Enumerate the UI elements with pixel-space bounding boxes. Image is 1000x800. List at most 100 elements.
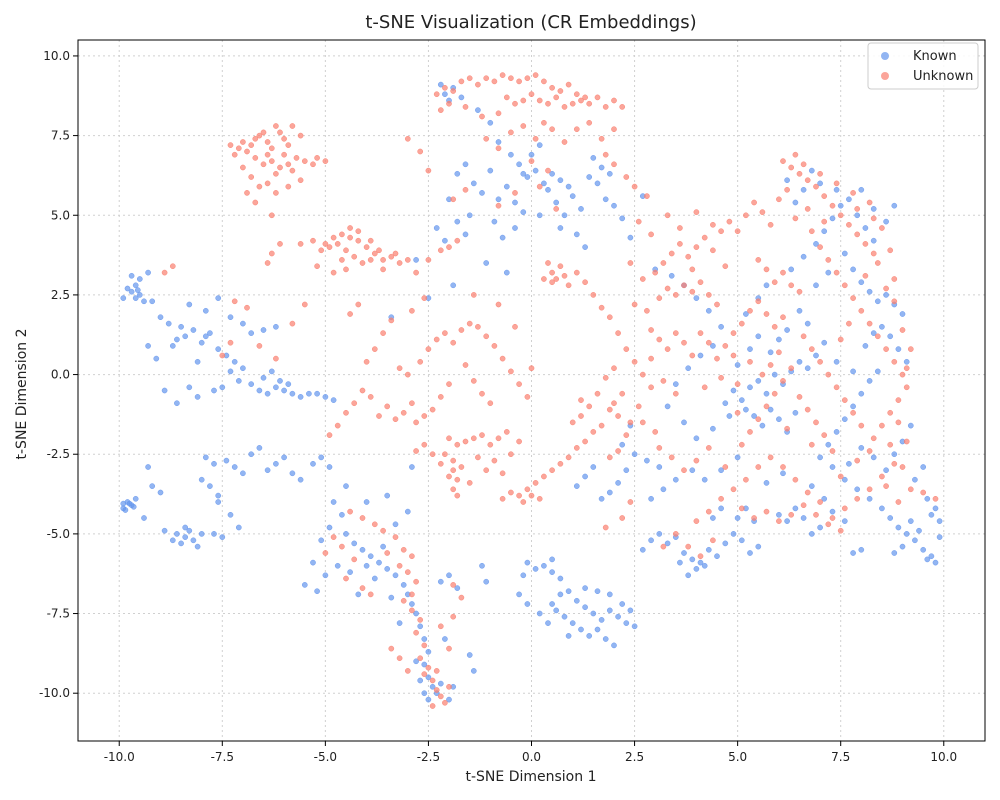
unknown-point — [252, 199, 259, 206]
unknown-point — [858, 307, 865, 314]
known-point — [648, 537, 654, 544]
known-point — [615, 613, 621, 620]
known-point — [846, 460, 852, 467]
known-point — [132, 295, 139, 301]
unknown-point — [264, 139, 271, 145]
known-point — [264, 467, 271, 474]
unknown-point — [738, 505, 745, 512]
unknown-point — [512, 323, 518, 330]
unknown-point — [285, 142, 292, 148]
known-point — [776, 336, 782, 343]
known-point — [202, 307, 209, 314]
known-point — [784, 518, 790, 524]
known-point — [677, 559, 683, 566]
unknown-point — [359, 515, 366, 521]
unknown-point — [256, 132, 263, 139]
unknown-point — [668, 250, 675, 257]
known-point — [235, 524, 242, 531]
unknown-point — [545, 167, 551, 174]
unknown-point — [808, 441, 815, 448]
unknown-point — [339, 231, 345, 238]
unknown-point — [367, 257, 374, 263]
unknown-point — [454, 476, 461, 483]
known-point — [437, 81, 444, 88]
unknown-point — [829, 448, 836, 454]
unknown-point — [425, 664, 432, 671]
unknown-point — [553, 206, 560, 212]
unknown-point — [289, 320, 296, 327]
unknown-point — [573, 126, 580, 133]
grid — [78, 40, 985, 741]
unknown-point — [425, 346, 432, 352]
unknown-point — [825, 371, 832, 378]
unknown-point — [508, 451, 514, 458]
known-point — [211, 387, 217, 394]
unknown-point — [639, 276, 646, 282]
known-point — [858, 186, 865, 193]
unknown-point — [273, 170, 279, 177]
unknown-point — [532, 135, 539, 142]
known-point — [813, 282, 819, 289]
known-point — [442, 636, 448, 642]
known-point — [442, 91, 448, 98]
known-point — [145, 269, 151, 276]
unknown-point — [388, 253, 395, 260]
known-point — [549, 569, 555, 575]
unknown-point — [392, 250, 399, 257]
unknown-point — [442, 451, 448, 458]
unknown-point — [660, 543, 667, 550]
unknown-point — [743, 476, 749, 483]
unknown-point — [442, 699, 448, 706]
known-point — [351, 540, 358, 547]
unknown-point — [495, 301, 502, 308]
unknown-point — [396, 562, 403, 569]
unknown-point — [573, 445, 580, 451]
known-point — [310, 460, 316, 467]
known-point — [503, 269, 510, 276]
unknown-point — [240, 139, 246, 145]
known-point — [297, 476, 304, 483]
unknown-point — [627, 260, 634, 266]
unknown-point — [400, 409, 407, 416]
unknown-point — [363, 244, 370, 250]
known-point — [169, 343, 176, 349]
unknown-point — [219, 352, 226, 359]
unknown-point — [776, 518, 782, 524]
known-point — [767, 406, 774, 413]
unknown-point — [227, 142, 234, 148]
unknown-point — [367, 591, 374, 598]
unknown-point — [293, 155, 300, 161]
known-point — [578, 206, 584, 212]
known-point — [376, 559, 382, 566]
known-point — [322, 394, 329, 400]
unknown-point — [755, 416, 762, 423]
unknown-point — [541, 78, 547, 85]
unknown-point — [850, 409, 856, 416]
unknown-point — [714, 355, 720, 362]
known-point — [743, 311, 749, 317]
y-tick-label: 2.5 — [51, 288, 70, 302]
unknown-point — [520, 499, 527, 505]
known-point — [248, 330, 255, 336]
known-point — [273, 323, 279, 330]
known-point — [870, 454, 877, 461]
unknown-point — [813, 419, 819, 426]
unknown-point — [442, 84, 448, 91]
known-point — [190, 537, 197, 544]
unknown-point — [363, 358, 370, 365]
unknown-point — [359, 260, 366, 266]
unknown-point — [639, 371, 646, 378]
known-point — [334, 562, 341, 569]
known-point — [850, 403, 856, 410]
unknown-point — [479, 432, 485, 438]
unknown-point — [260, 161, 267, 168]
unknown-point — [446, 435, 452, 442]
known-point — [388, 594, 395, 601]
known-point — [235, 378, 242, 384]
known-point — [425, 648, 432, 655]
unknown-point — [879, 473, 885, 480]
unknown-point — [573, 91, 580, 98]
unknown-point — [273, 355, 279, 362]
unknown-point — [858, 422, 865, 429]
unknown-point — [508, 75, 514, 82]
